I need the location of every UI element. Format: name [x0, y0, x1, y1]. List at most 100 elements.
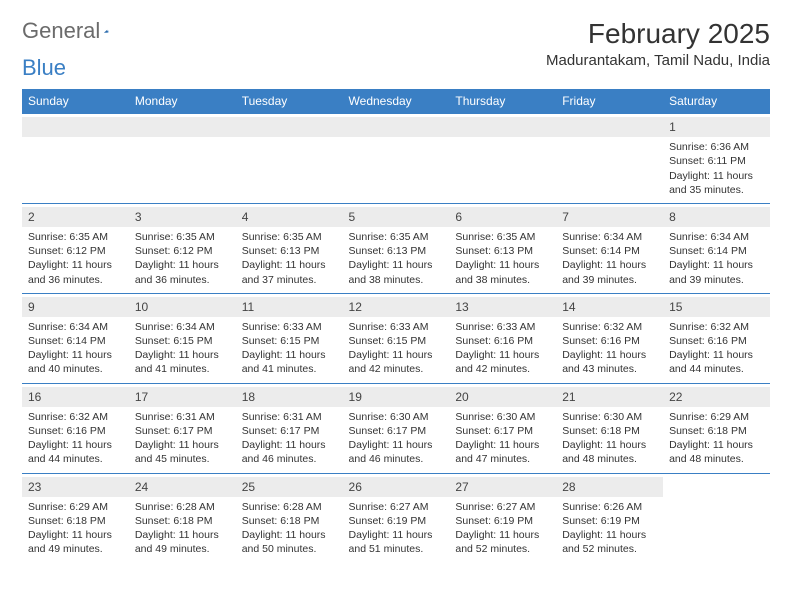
day-number: 27: [449, 477, 556, 497]
sunset-line: Sunset: 6:18 PM: [135, 514, 230, 528]
calendar-day-cell: 6Sunrise: 6:35 AMSunset: 6:13 PMDaylight…: [449, 203, 556, 293]
calendar-week-row: 2 Sunrise: 6:35 AM Sunset: 6:12 PM Daylight…: [22, 203, 770, 293]
calendar-week-row: 23Sunrise: 6:29 AMSunset: 6:18 PMDayligh…: [22, 473, 770, 562]
sunrise-line: Sunrise: 6:32 AM: [562, 320, 657, 334]
daylight-line: Daylight: 11 hours and 41 minutes.: [135, 348, 230, 376]
sunset-line: Sunset: 6:17 PM: [349, 424, 444, 438]
calendar-day-cell: 20Sunrise: 6:30 AMSunset: 6:17 PMDayligh…: [449, 383, 556, 473]
day-number: 4: [236, 207, 343, 227]
sunrise-line: Sunrise: 6:35 AM: [455, 230, 550, 244]
daylight-line: Daylight: 11 hours and 52 minutes.: [455, 528, 550, 556]
calendar-day-cell: 26Sunrise: 6:27 AMSunset: 6:19 PMDayligh…: [343, 473, 450, 562]
sunrise-line: Sunrise: 6:33 AM: [349, 320, 444, 334]
sunset-line: Sunset: 6:14 PM: [28, 334, 123, 348]
day-number-empty: [449, 117, 556, 137]
weekday-header: Saturday: [663, 89, 770, 114]
calendar-day-cell: [22, 114, 129, 204]
sunrise-line: Sunrise: 6:30 AM: [349, 410, 444, 424]
day-number: 21: [556, 387, 663, 407]
weekday-header: Monday: [129, 89, 236, 114]
sunset-line: Sunset: 6:16 PM: [28, 424, 123, 438]
day-number: 14: [556, 297, 663, 317]
calendar-day-cell: 23Sunrise: 6:29 AMSunset: 6:18 PMDayligh…: [22, 473, 129, 562]
calendar-week-row: 1Sunrise: 6:36 AMSunset: 6:11 PMDaylight…: [22, 114, 770, 204]
day-number-empty: [129, 117, 236, 137]
sunrise-line: Sunrise: 6:35 AM: [135, 230, 230, 244]
day-number: 17: [129, 387, 236, 407]
day-number: 2: [22, 207, 129, 227]
calendar-day-cell: 24Sunrise: 6:28 AMSunset: 6:18 PMDayligh…: [129, 473, 236, 562]
sunrise-line: Sunrise: 6:26 AM: [562, 500, 657, 514]
calendar-day-cell: [449, 114, 556, 204]
daylight-line: Daylight: 11 hours and 47 minutes.: [455, 438, 550, 466]
daylight-line: Daylight: 11 hours and 40 minutes.: [28, 348, 123, 376]
day-number: 3: [129, 207, 236, 227]
sunset-line: Sunset: 6:17 PM: [242, 424, 337, 438]
calendar-week-row: 9Sunrise: 6:34 AMSunset: 6:14 PMDaylight…: [22, 293, 770, 383]
day-number: 19: [343, 387, 450, 407]
logo-text-blue: Blue: [22, 55, 66, 81]
daylight-line: Daylight: 11 hours and 48 minutes.: [562, 438, 657, 466]
day-number: 28: [556, 477, 663, 497]
calendar-day-cell: 11Sunrise: 6:33 AMSunset: 6:15 PMDayligh…: [236, 293, 343, 383]
sunrise-line: Sunrise: 6:28 AM: [242, 500, 337, 514]
day-number: 1: [663, 117, 770, 137]
sunset-line: Sunset: 6:18 PM: [669, 424, 764, 438]
weekday-header: Friday: [556, 89, 663, 114]
daylight-line: Daylight: 11 hours and 36 minutes.: [135, 258, 230, 286]
sunrise-line: Sunrise: 6:33 AM: [455, 320, 550, 334]
sunrise-line: Sunrise: 6:34 AM: [562, 230, 657, 244]
logo-triangle-icon: [104, 22, 108, 40]
daylight-line: Daylight: 11 hours and 44 minutes.: [28, 438, 123, 466]
day-number: 10: [129, 297, 236, 317]
daylight-line: Daylight: 11 hours and 42 minutes.: [455, 348, 550, 376]
sunset-line: Sunset: 6:12 PM: [28, 244, 123, 258]
daylight-line: Daylight: 11 hours and 37 minutes.: [242, 258, 337, 286]
daylight-line: Daylight: 11 hours and 50 minutes.: [242, 528, 337, 556]
sunset-line: Sunset: 6:11 PM: [669, 154, 764, 168]
sunrise-line: Sunrise: 6:29 AM: [669, 410, 764, 424]
day-number: 7: [556, 207, 663, 227]
day-number: 20: [449, 387, 556, 407]
daylight-line: Daylight: 11 hours and 46 minutes.: [349, 438, 444, 466]
day-number-empty: [236, 117, 343, 137]
daylight-line: Daylight: 11 hours and 45 minutes.: [135, 438, 230, 466]
calendar-day-cell: 27Sunrise: 6:27 AMSunset: 6:19 PMDayligh…: [449, 473, 556, 562]
sunset-line: Sunset: 6:14 PM: [562, 244, 657, 258]
day-number: 16: [22, 387, 129, 407]
calendar-day-cell: [343, 114, 450, 204]
logo-text-general: General: [22, 18, 100, 44]
sunset-line: Sunset: 6:17 PM: [135, 424, 230, 438]
calendar-day-cell: 14Sunrise: 6:32 AMSunset: 6:16 PMDayligh…: [556, 293, 663, 383]
sunset-line: Sunset: 6:15 PM: [242, 334, 337, 348]
day-number-empty: [22, 117, 129, 137]
month-title: February 2025: [546, 18, 770, 50]
day-number: 23: [22, 477, 129, 497]
day-number: 5: [343, 207, 450, 227]
calendar-day-cell: 16Sunrise: 6:32 AMSunset: 6:16 PMDayligh…: [22, 383, 129, 473]
location: Madurantakam, Tamil Nadu, India: [546, 52, 770, 69]
day-number-empty: [556, 117, 663, 137]
daylight-line: Daylight: 11 hours and 39 minutes.: [562, 258, 657, 286]
sunset-line: Sunset: 6:18 PM: [562, 424, 657, 438]
daylight-line: Daylight: 11 hours and 44 minutes.: [669, 348, 764, 376]
sunset-line: Sunset: 6:19 PM: [455, 514, 550, 528]
sunset-line: Sunset: 6:15 PM: [135, 334, 230, 348]
day-number: 18: [236, 387, 343, 407]
day-number: 15: [663, 297, 770, 317]
logo: General: [22, 18, 130, 44]
sunrise-line: Sunrise: 6:34 AM: [669, 230, 764, 244]
daylight-line: Daylight: 11 hours and 43 minutes.: [562, 348, 657, 376]
daylight-line: Daylight: 11 hours and 46 minutes.: [242, 438, 337, 466]
daylight-line: Daylight: 11 hours and 51 minutes.: [349, 528, 444, 556]
sunset-line: Sunset: 6:14 PM: [669, 244, 764, 258]
calendar-day-cell: 4 Sunrise: 6:35 AMSunset: 6:13 PMDaylight…: [236, 203, 343, 293]
calendar-day-cell: 12Sunrise: 6:33 AMSunset: 6:15 PMDayligh…: [343, 293, 450, 383]
day-number: 24: [129, 477, 236, 497]
sunrise-line: Sunrise: 6:33 AM: [242, 320, 337, 334]
calendar-day-cell: 25Sunrise: 6:28 AMSunset: 6:18 PMDayligh…: [236, 473, 343, 562]
sunrise-line: Sunrise: 6:35 AM: [242, 230, 337, 244]
sunset-line: Sunset: 6:13 PM: [242, 244, 337, 258]
sunset-line: Sunset: 6:13 PM: [349, 244, 444, 258]
calendar-day-cell: 7 Sunrise: 6:34 AMSunset: 6:14 PMDaylight…: [556, 203, 663, 293]
